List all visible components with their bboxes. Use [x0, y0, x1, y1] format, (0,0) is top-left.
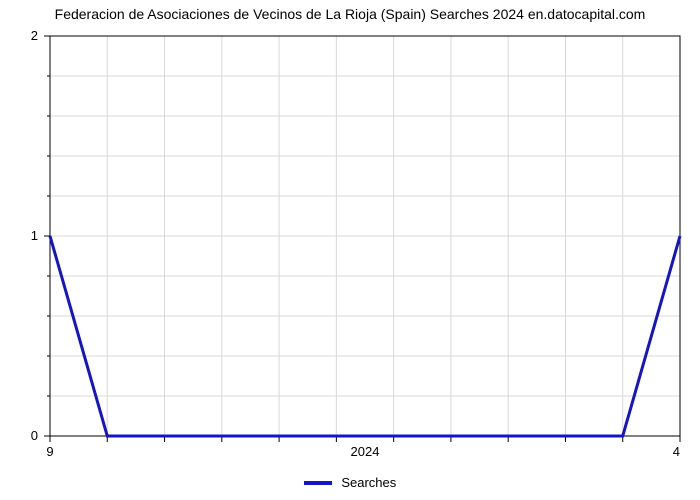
- svg-text:1: 1: [31, 228, 38, 243]
- chart-title: Federacion de Asociaciones de Vecinos de…: [0, 6, 700, 22]
- chart-plot-svg: 0 1 2 9 4 2024: [0, 0, 700, 500]
- svg-text:9: 9: [46, 444, 53, 459]
- legend-swatch: [304, 481, 332, 485]
- chart-legend: Searches: [0, 474, 700, 490]
- svg-text:2: 2: [31, 28, 38, 43]
- legend-label: Searches: [341, 475, 396, 490]
- searches-line-chart: Federacion de Asociaciones de Vecinos de…: [0, 0, 700, 500]
- svg-text:2024: 2024: [351, 444, 380, 459]
- svg-text:4: 4: [673, 444, 680, 459]
- svg-text:0: 0: [31, 428, 38, 443]
